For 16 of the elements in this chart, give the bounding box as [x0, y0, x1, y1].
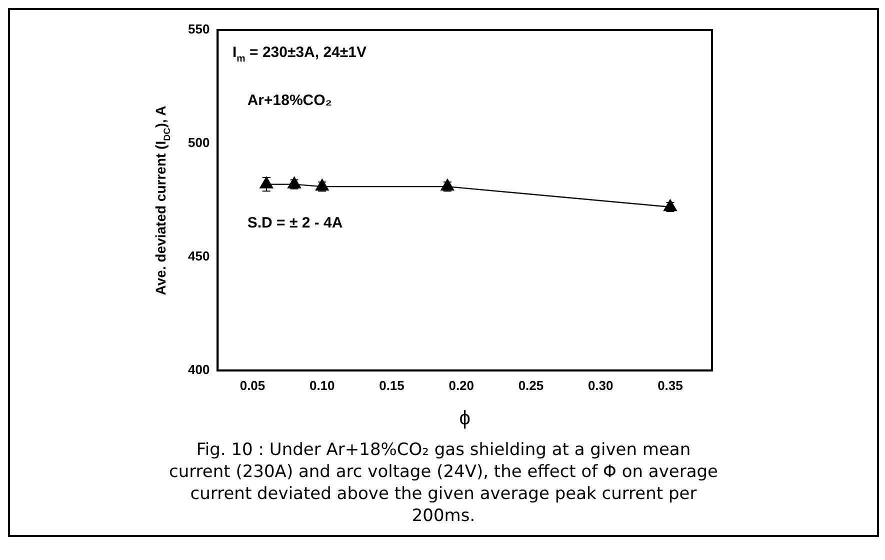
- x-tick-label: 0.15: [379, 378, 404, 393]
- x-tick-label: 0.10: [309, 378, 335, 393]
- x-tick-label: 0.20: [448, 378, 474, 393]
- y-tick-label: 500: [188, 135, 210, 150]
- x-tick-label: 0.05: [240, 378, 266, 393]
- y-axis-title: Ave. deviated current (IDC), A: [152, 106, 172, 296]
- annotation: Ar+18%CO₂: [247, 92, 332, 109]
- annotation: S.D = ± 2 - 4A: [247, 214, 343, 232]
- x-axis-title: ϕ: [459, 408, 470, 430]
- y-tick-label: 450: [188, 248, 210, 264]
- x-tick-label: 0.30: [588, 378, 614, 393]
- x-tick-label: 0.35: [658, 378, 683, 393]
- y-tick-label: 400: [188, 362, 210, 377]
- caption: Fig. 10 : Under Ar+18%CO₂ gas shielding at a given mean current (230A) and arc voltage (24V), the effect of Φ on average current deviated above the given average peak current per 200ms.: [168, 439, 719, 528]
- y-tick-label: 550: [188, 22, 210, 37]
- x-tick-label: 0.25: [518, 378, 544, 393]
